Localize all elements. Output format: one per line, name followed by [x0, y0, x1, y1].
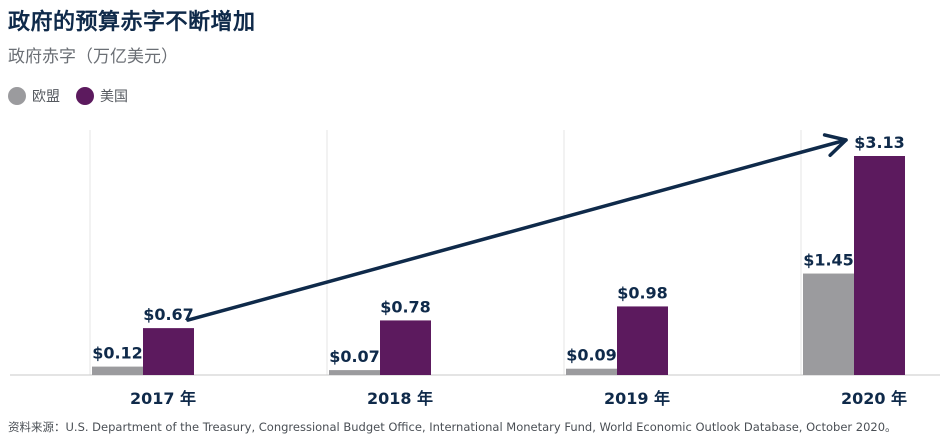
- data-label-eu-2: $0.07: [329, 347, 380, 366]
- bar-us-3: [617, 306, 668, 375]
- data-label-us-3: $0.98: [617, 283, 668, 302]
- trend-arrow-head: [822, 133, 848, 158]
- chart-subtitle: 政府赤字（万亿美元）: [8, 47, 178, 67]
- bar-us-1: [143, 328, 194, 375]
- data-label-eu-4: $1.45: [803, 251, 854, 270]
- legend-swatch-eu: [8, 87, 26, 105]
- bar-eu-1: [92, 366, 143, 375]
- bar-eu-4: [803, 273, 854, 375]
- bar-eu-2: [329, 370, 380, 375]
- bar-eu-3: [566, 368, 617, 375]
- bar-us-4: [854, 156, 905, 375]
- data-label-us-2: $0.78: [380, 297, 431, 316]
- bar-us-2: [380, 320, 431, 375]
- legend-item-eu: 欧盟: [8, 86, 60, 106]
- legend-item-us: 美国: [76, 86, 128, 106]
- legend-swatch-us: [76, 87, 94, 105]
- data-label-eu-1: $0.12: [92, 344, 143, 363]
- legend: 欧盟 美国: [8, 86, 144, 106]
- data-label-eu-3: $0.09: [566, 346, 617, 365]
- x-tick-label-3: 2019 年: [604, 389, 670, 408]
- trend-arrow-line: [186, 138, 848, 322]
- x-tick-label-1: 2017 年: [130, 389, 196, 408]
- source-note: 资料来源：U.S. Department of the Treasury, Co…: [8, 420, 897, 434]
- x-tick-label-4: 2020 年: [841, 389, 907, 408]
- x-tick-label-2: 2018 年: [367, 389, 433, 408]
- data-label-us-4: $3.13: [854, 133, 905, 152]
- legend-label-us: 美国: [100, 89, 128, 105]
- legend-label-eu: 欧盟: [32, 89, 60, 105]
- data-label-us-1: $0.67: [143, 305, 194, 324]
- chart-title: 政府的预算赤字不断增加: [8, 10, 256, 35]
